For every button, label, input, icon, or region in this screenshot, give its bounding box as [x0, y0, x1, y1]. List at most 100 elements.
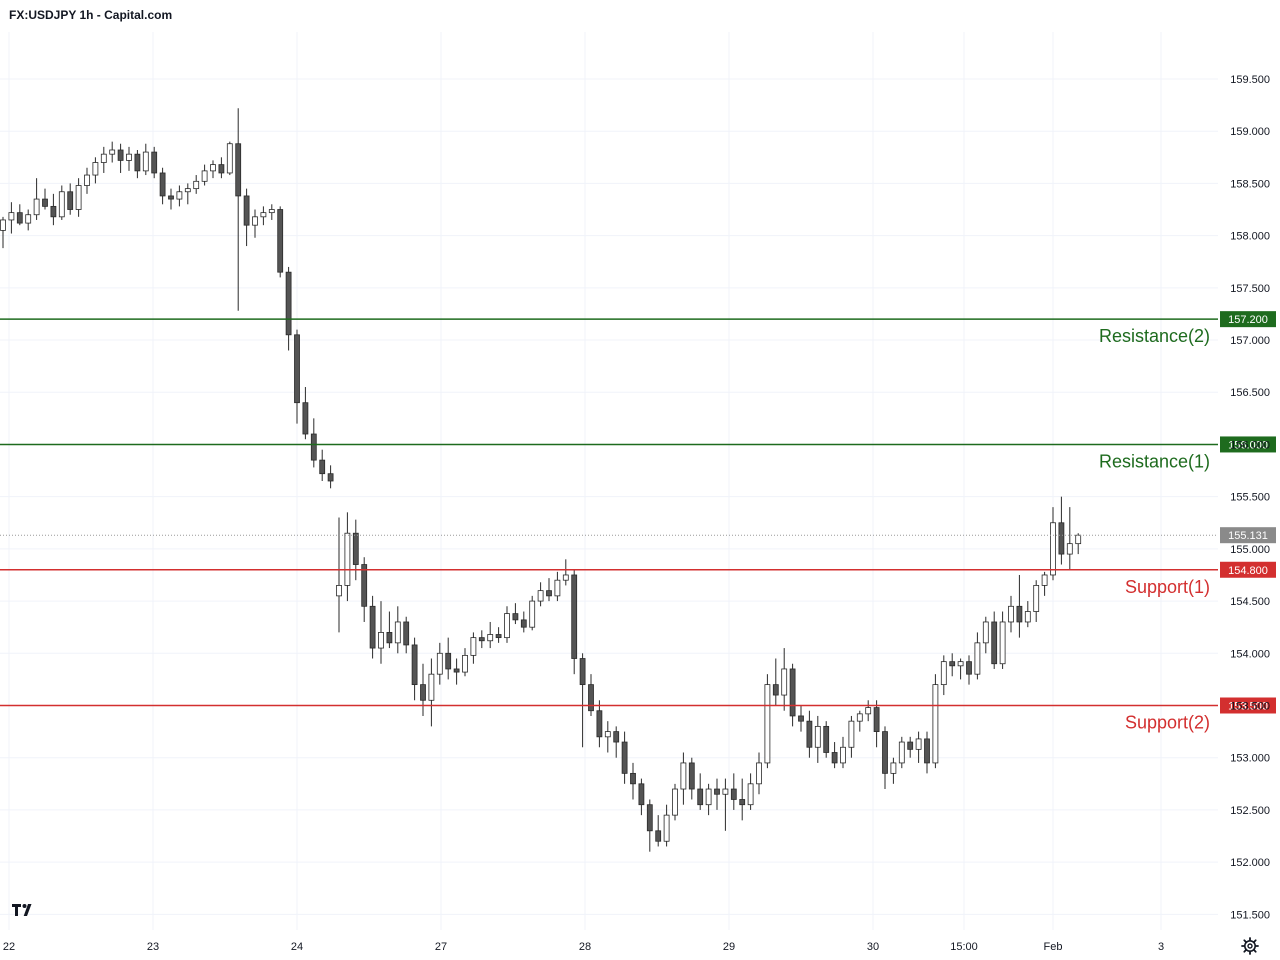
candle-body — [982, 621, 989, 644]
last-price-badge — [1220, 527, 1276, 544]
candle-body — [126, 153, 132, 161]
resistance-level-name: Resistance(2) — [1099, 326, 1210, 346]
candle — [176, 185, 183, 207]
candle — [596, 700, 603, 748]
candle — [924, 731, 930, 774]
support-level-name: Support(1) — [1125, 577, 1210, 597]
candle-body — [562, 574, 569, 581]
candle — [1008, 595, 1014, 633]
candle — [621, 731, 628, 784]
candle — [663, 804, 670, 847]
candle-body — [109, 149, 116, 155]
tradingview-logo-icon[interactable] — [8, 898, 40, 922]
candle-body — [176, 191, 183, 200]
candle-body — [714, 788, 720, 795]
price-tick-label: 157.000 — [1230, 335, 1270, 347]
candle-body — [16, 212, 23, 224]
candle — [688, 757, 695, 800]
candle — [823, 721, 830, 758]
candle — [646, 799, 653, 852]
candle — [546, 578, 552, 602]
candle-body — [823, 725, 830, 753]
candle-body — [252, 216, 258, 226]
candle — [478, 630, 485, 649]
price-tick-label: 154.000 — [1230, 648, 1270, 660]
candle — [201, 164, 208, 186]
candle — [865, 700, 872, 722]
candle-body — [411, 644, 418, 686]
candle-body — [848, 720, 855, 748]
candle — [789, 663, 796, 727]
candle-body — [798, 715, 804, 722]
last-price-label: 155.131 — [1228, 530, 1268, 542]
candle — [1058, 496, 1065, 565]
candle — [747, 773, 754, 810]
candle-body — [924, 738, 930, 764]
candle-body — [268, 209, 275, 214]
candle — [504, 606, 510, 643]
candle-body — [596, 710, 603, 738]
candle-body — [0, 219, 6, 231]
candle — [495, 627, 502, 643]
candle — [184, 183, 191, 205]
candle — [907, 736, 914, 758]
time-tick-label: 29 — [723, 941, 735, 953]
candle — [336, 517, 342, 633]
candle — [394, 606, 401, 654]
price-tick-label: 156.000 — [1230, 439, 1270, 451]
candle — [579, 653, 586, 748]
price-tick-label: 154.500 — [1230, 596, 1270, 608]
candle-body — [588, 684, 594, 712]
candle-body — [445, 652, 452, 670]
support-price-badge — [1220, 697, 1276, 714]
candle — [722, 778, 729, 831]
candle-body — [814, 725, 821, 748]
candle-body — [1024, 611, 1031, 623]
candle — [411, 637, 418, 701]
candle-body — [764, 684, 771, 764]
candle-body — [58, 191, 65, 218]
candle-body — [865, 707, 872, 715]
candle — [470, 632, 477, 664]
candle-body — [688, 762, 695, 790]
candle — [378, 601, 384, 664]
candle-body — [462, 654, 468, 673]
candle — [949, 653, 956, 677]
candle — [75, 178, 82, 217]
price-tick-label: 156.500 — [1230, 387, 1270, 399]
price-tick-label: 155.000 — [1230, 544, 1270, 556]
gear-icon[interactable] — [1241, 937, 1259, 955]
candle-body — [537, 590, 544, 602]
candle — [1050, 507, 1056, 581]
chart-grid — [0, 32, 1218, 930]
candle-body — [991, 621, 998, 665]
candle — [915, 731, 922, 763]
candle — [445, 637, 452, 680]
candle-body — [50, 205, 57, 218]
candle-body — [260, 212, 267, 218]
candle — [940, 655, 947, 696]
price-tick-label: 158.500 — [1230, 178, 1270, 190]
candle — [1041, 571, 1048, 596]
candle — [672, 783, 678, 821]
candle — [277, 206, 284, 278]
candle-body — [42, 198, 48, 207]
candle-body — [495, 634, 502, 639]
candle — [982, 616, 989, 654]
candle-body — [478, 637, 485, 642]
candle-body — [890, 762, 897, 774]
candle-body — [772, 684, 779, 696]
candle-body — [1008, 605, 1014, 623]
candle-body — [730, 788, 737, 800]
support-price-badge — [1220, 561, 1276, 578]
candle — [932, 674, 939, 769]
candle-body — [386, 632, 393, 644]
candle — [1066, 507, 1073, 570]
candle — [764, 674, 771, 769]
candle-body — [92, 162, 99, 176]
candle-body — [504, 613, 510, 639]
candle — [352, 519, 359, 581]
candle — [117, 143, 124, 173]
price-tick-label: 158.000 — [1230, 231, 1270, 243]
